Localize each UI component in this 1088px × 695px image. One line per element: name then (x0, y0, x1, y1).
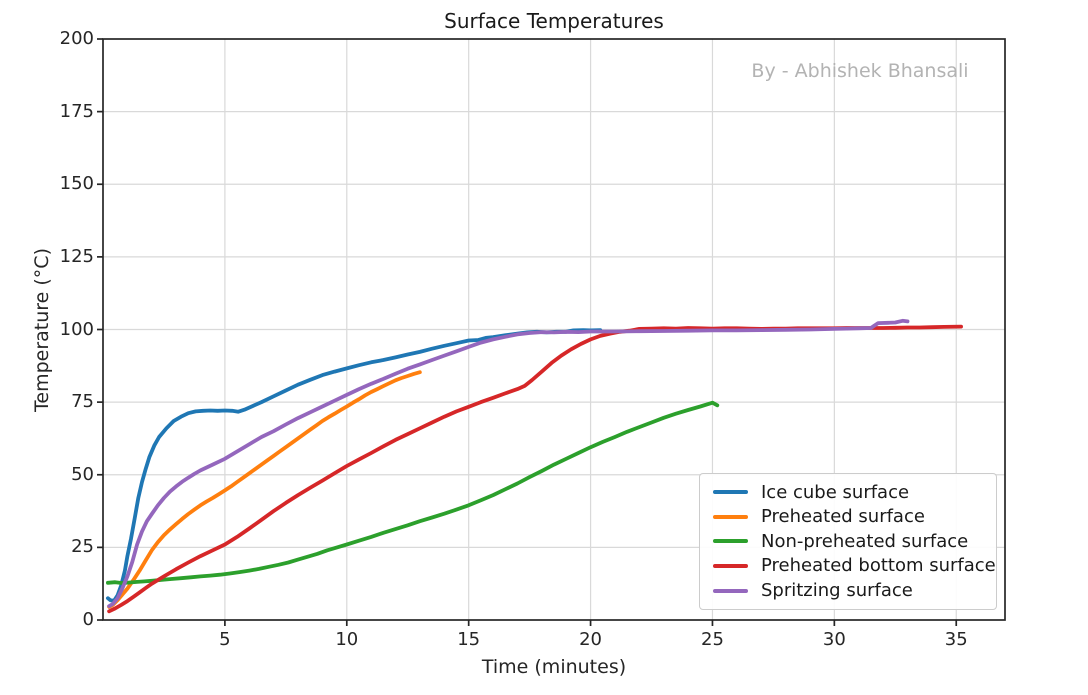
legend-label: Non-preheated surface (761, 530, 969, 552)
legend-line-swatch (713, 564, 748, 569)
y-tick-label: 125 (59, 245, 94, 267)
y-tick-label: 0 (82, 609, 94, 630)
legend-item: Ice cube surface (713, 482, 990, 504)
x-tick-label: 10 (335, 629, 359, 650)
x-tick-label: 35 (944, 629, 968, 650)
y-tick-label: 50 (71, 463, 94, 485)
legend: Ice cube surface Preheated surface Non-pre… (699, 473, 997, 610)
x-tick-label: 30 (822, 629, 846, 650)
legend-line-swatch (713, 490, 748, 495)
x-tick-label: 20 (579, 629, 603, 650)
legend-label: Ice cube surface (761, 481, 910, 503)
watermark-text: By - Abhishek Bhansali (751, 60, 969, 82)
series-line (106, 328, 603, 603)
x-tick-label: 5 (219, 629, 231, 650)
y-tick-label: 200 (59, 28, 94, 49)
legend-line-swatch (713, 588, 748, 593)
legend-label: Spritzing surface (761, 579, 913, 601)
legend-item: Preheated bottom surface (713, 555, 996, 577)
series-line (106, 400, 720, 585)
legend-item: Preheated surface (713, 506, 990, 528)
x-axis-label: Time (minutes) (481, 656, 627, 678)
legend-label: Preheated surface (761, 506, 925, 528)
legend-item: Non-preheated surface (713, 531, 990, 553)
y-tick-label: 100 (59, 318, 94, 340)
legend-line-swatch (713, 539, 748, 544)
y-tick-label: 150 (59, 173, 94, 195)
x-tick-label: 15 (457, 629, 481, 650)
chart-title: Surface Temperatures (444, 9, 664, 33)
legend-line-swatch (713, 514, 748, 519)
y-tick-label: 25 (71, 536, 94, 558)
legend-label: Preheated bottom surface (761, 555, 996, 577)
series-line (107, 370, 422, 609)
y-tick-label: 75 (71, 391, 94, 413)
series-line (107, 318, 910, 608)
legend-item: Spritzing surface (713, 580, 990, 602)
y-tick-label: 175 (59, 100, 94, 122)
x-tick-label: 25 (701, 629, 724, 650)
